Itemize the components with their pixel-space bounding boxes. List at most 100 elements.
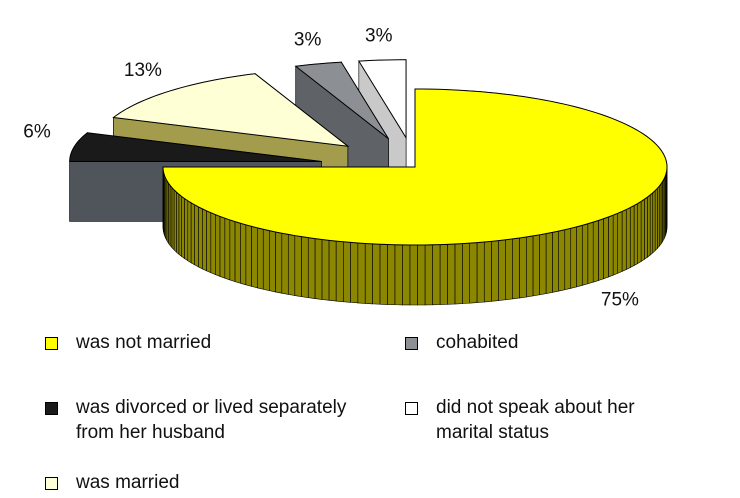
- slice-side: [545, 232, 553, 294]
- slice-side: [598, 218, 604, 281]
- slice-side: [181, 195, 185, 260]
- slice-side: [519, 236, 527, 299]
- slice-side: [564, 227, 572, 291]
- slice-side: [287, 234, 296, 296]
- legend-item: was married: [45, 470, 306, 495]
- slice-side: [187, 200, 192, 264]
- slice-side: [617, 210, 623, 274]
- slice-side: [245, 224, 252, 287]
- slice-side: [558, 229, 566, 292]
- slice-side: [640, 198, 645, 262]
- slice-side: [625, 207, 631, 271]
- slice-side: [654, 187, 658, 252]
- slice-side: [314, 238, 323, 300]
- slice-side: [637, 200, 642, 265]
- legend-item: was divorced or lived separately from he…: [45, 395, 366, 445]
- slice: [294, 61, 389, 140]
- legend-swatch: [45, 337, 58, 350]
- legend-swatch: [405, 402, 418, 415]
- slice-side: [402, 244, 411, 306]
- slice-side: [629, 205, 635, 269]
- slice-side: [194, 204, 199, 268]
- legend-label: was married: [76, 472, 180, 493]
- slice-side: [350, 242, 359, 304]
- slice-side: [483, 240, 492, 303]
- slice-side: [364, 243, 373, 305]
- slice-side: [612, 212, 618, 276]
- pie-area: 3% 3% 13% 6% 75%: [23, 25, 668, 310]
- slice-side: [498, 239, 506, 301]
- slice-side: [424, 244, 433, 306]
- slice-side: [608, 214, 614, 278]
- slice-side: [552, 230, 559, 293]
- slice-side: [532, 234, 540, 297]
- slice-side: [417, 244, 426, 306]
- legend-item: was not married: [45, 330, 306, 355]
- slice-side: [210, 212, 216, 276]
- slice-side: [173, 189, 177, 253]
- slice-side: [301, 236, 309, 299]
- slice-side: [462, 242, 470, 304]
- slice-side: [570, 226, 577, 289]
- slice-side: [647, 194, 651, 258]
- data-label: 3%: [365, 25, 393, 46]
- slice-side: [603, 216, 609, 280]
- slice-side: [234, 221, 241, 284]
- slice-side: [621, 209, 627, 272]
- slice-side: [229, 219, 236, 283]
- slice-side: [491, 240, 499, 302]
- slice-side: [206, 210, 212, 274]
- slice-side: [357, 242, 366, 304]
- slice-side: [592, 220, 599, 283]
- slice-side: [379, 243, 388, 305]
- legend-swatch: [45, 477, 58, 490]
- slice-side: [294, 235, 302, 297]
- slice-side: [512, 237, 520, 300]
- slice-side: [176, 191, 180, 255]
- slice: [112, 73, 350, 147]
- slice: [162, 88, 668, 246]
- legend-label: did not speak about her marital status: [436, 397, 635, 443]
- slice-side: [335, 240, 344, 303]
- slice-side: [171, 186, 175, 251]
- data-label: 75%: [601, 289, 639, 310]
- slice-side: [454, 243, 463, 305]
- slice-side: [409, 244, 418, 306]
- legend-item: cohabited: [405, 330, 666, 355]
- data-label: 13%: [124, 60, 162, 81]
- slice-side: [275, 231, 283, 294]
- slice-side: [447, 243, 456, 305]
- legend-swatch: [45, 402, 58, 415]
- slice-side: [644, 196, 648, 260]
- slice-side: [328, 239, 337, 302]
- slice-side: [372, 243, 381, 305]
- slice-side: [215, 214, 221, 277]
- slice-side: [251, 225, 258, 289]
- slice-side: [190, 202, 196, 266]
- legend-swatch: [405, 337, 418, 350]
- slice-side: [432, 244, 441, 306]
- slice-side: [202, 208, 207, 272]
- legend-label: cohabited: [436, 332, 519, 353]
- slice-side: [219, 215, 226, 279]
- slice-side: [240, 222, 247, 286]
- slice-side: [581, 223, 589, 286]
- slice-side: [539, 233, 547, 296]
- slice-side: [262, 228, 270, 292]
- slice-side: [576, 224, 583, 288]
- slice-side: [321, 239, 330, 301]
- slice-side: [343, 241, 351, 303]
- slice-side: [649, 192, 654, 256]
- slice-side: [269, 230, 276, 293]
- slice-side: [307, 237, 316, 299]
- data-label: 3%: [294, 30, 322, 51]
- slice: [357, 59, 407, 140]
- legend-label: was divorced or lived separately from he…: [76, 397, 347, 443]
- slice-side: [439, 244, 448, 305]
- slice-side: [178, 193, 183, 258]
- slice-side: [476, 241, 485, 303]
- slice-side: [257, 227, 264, 290]
- slice-side: [469, 242, 478, 304]
- slice-side: [387, 244, 396, 306]
